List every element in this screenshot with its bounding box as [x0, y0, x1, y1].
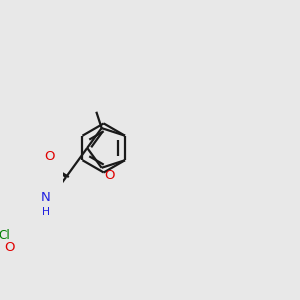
- Text: O: O: [44, 150, 55, 163]
- Text: Cl: Cl: [0, 229, 11, 242]
- Text: N: N: [41, 191, 51, 204]
- Text: O: O: [4, 241, 14, 254]
- Text: H: H: [42, 207, 50, 217]
- Text: O: O: [104, 169, 115, 182]
- Text: methoxy: methoxy: [7, 260, 13, 261]
